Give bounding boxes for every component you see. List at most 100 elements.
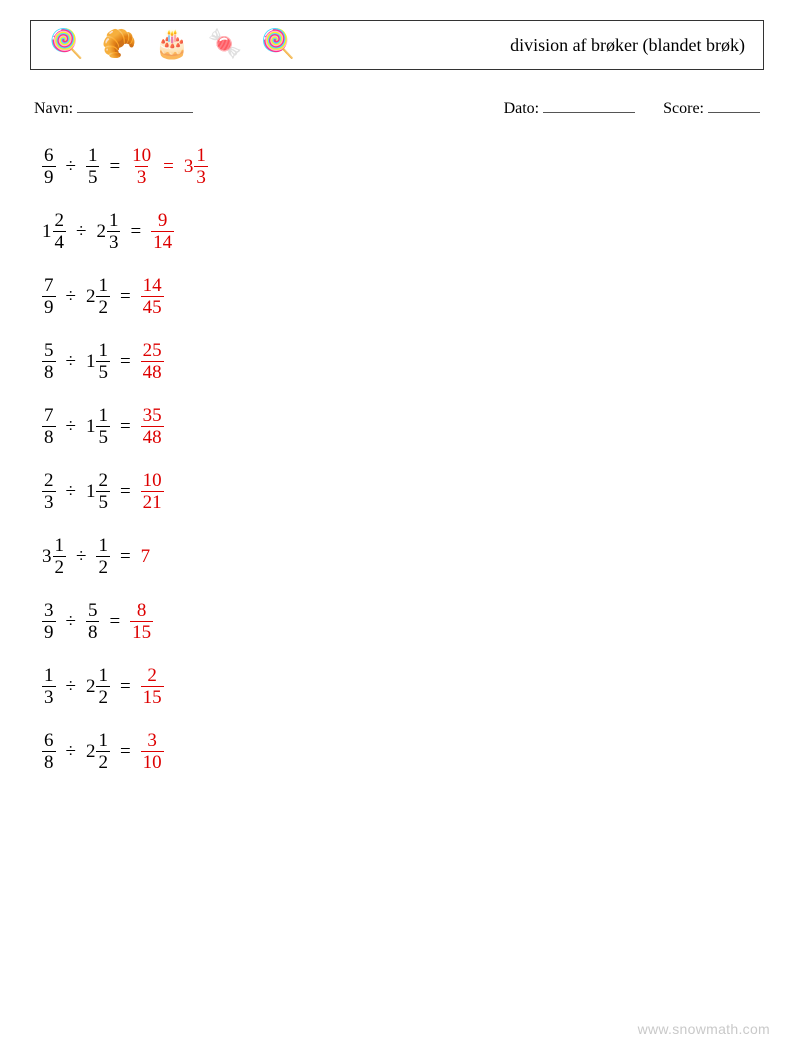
- date-field: Dato:: [504, 96, 636, 118]
- numerator: 25: [141, 341, 164, 361]
- name-label: Navn:: [34, 100, 73, 117]
- problem-row: 124÷213=914: [42, 211, 764, 252]
- problem-row: 39 ÷ 58= 815: [42, 601, 764, 642]
- operator-divide: ÷: [62, 611, 80, 633]
- denominator: 2: [96, 296, 110, 317]
- fraction: 13: [107, 211, 121, 252]
- fraction: 78: [42, 406, 56, 447]
- denominator: 3: [42, 491, 56, 512]
- fraction: 39: [42, 601, 56, 642]
- numerator: 1: [96, 536, 110, 556]
- denominator: 48: [141, 426, 164, 447]
- answer: 7: [141, 546, 151, 568]
- whole-part: 1: [86, 416, 96, 438]
- popsicle-icon: 🍭: [49, 31, 84, 59]
- denominator: 8: [42, 751, 56, 772]
- whole-part: 2: [96, 221, 106, 243]
- numerator: 5: [42, 341, 56, 361]
- numerator: 1: [53, 536, 67, 556]
- fraction: 12: [53, 536, 67, 577]
- equals-sign: =: [116, 481, 135, 503]
- denominator: 9: [42, 166, 56, 187]
- equals-sign: =: [116, 416, 135, 438]
- numerator: 1: [96, 731, 110, 751]
- date-blank[interactable]: [543, 96, 635, 113]
- fraction: 79: [42, 276, 56, 317]
- numerator: 1: [96, 406, 110, 426]
- fraction: 69: [42, 146, 56, 187]
- answer: 3548: [141, 406, 164, 447]
- denominator: 3: [194, 166, 208, 187]
- operator-divide: ÷: [62, 741, 80, 763]
- numerator: 6: [42, 731, 56, 751]
- name-blank[interactable]: [77, 96, 193, 113]
- problem-row: 58÷115=2548: [42, 341, 764, 382]
- denominator: 9: [42, 296, 56, 317]
- operator-divide: ÷: [62, 156, 80, 178]
- mixed-number: 115: [86, 406, 110, 447]
- operator-divide: ÷: [62, 676, 80, 698]
- numerator: 10: [130, 146, 153, 166]
- meta-row: Navn: Dato: Score:: [34, 96, 760, 118]
- mixed-number: 115: [86, 341, 110, 382]
- numerator: 2: [53, 211, 67, 231]
- mixed-number: 125: [86, 471, 110, 512]
- fraction: 58: [42, 341, 56, 382]
- denominator: 8: [86, 621, 100, 642]
- operator-divide: ÷: [62, 416, 80, 438]
- score-field: Score:: [663, 96, 760, 118]
- score-label: Score:: [663, 100, 704, 117]
- numerator: 6: [42, 146, 56, 166]
- numerator: 10: [141, 471, 164, 491]
- problem-row: 69÷15=103=313: [42, 146, 764, 187]
- answer: 215: [141, 666, 164, 707]
- equals-sign: =: [105, 611, 124, 633]
- whole-part: 2: [86, 676, 96, 698]
- worksheet-title: division af brøker (blandet brøk): [510, 35, 745, 56]
- answer: 815: [130, 601, 153, 642]
- mixed-number: 212: [86, 666, 110, 707]
- problem-row: 13÷212=215: [42, 666, 764, 707]
- whole-part: 1: [86, 351, 96, 373]
- watermark: www.snowmath.com: [638, 1021, 770, 1037]
- denominator: 5: [96, 361, 110, 382]
- operator-divide: ÷: [62, 481, 80, 503]
- fraction: 13: [194, 146, 208, 187]
- fraction: 24: [53, 211, 67, 252]
- fraction: 12: [96, 731, 110, 772]
- numerator: 1: [96, 276, 110, 296]
- denominator: 45: [141, 296, 164, 317]
- denominator: 21: [141, 491, 164, 512]
- numerator: 2: [96, 471, 110, 491]
- fraction: 25: [96, 471, 110, 512]
- denominator: 14: [151, 231, 174, 252]
- fraction: 58: [86, 601, 100, 642]
- whole-part: 3: [42, 546, 52, 568]
- numerator: 8: [135, 601, 149, 621]
- cake-icon: 🎂: [155, 31, 190, 59]
- denominator: 8: [42, 361, 56, 382]
- mixed-number: 212: [86, 276, 110, 317]
- score-blank[interactable]: [708, 96, 760, 113]
- equals-sign: =: [126, 221, 145, 243]
- mixed-number: 212: [86, 731, 110, 772]
- numerator: 1: [194, 146, 208, 166]
- date-label: Dato:: [504, 100, 540, 117]
- problem-row: 68 ÷ 212 = 310: [42, 731, 764, 772]
- operator-divide: ÷: [72, 546, 90, 568]
- denominator: 4: [53, 231, 67, 252]
- equals-sign: =: [116, 741, 135, 763]
- answer: 310: [141, 731, 164, 772]
- numerator: 1: [96, 666, 110, 686]
- mixed-number: 124: [42, 211, 66, 252]
- answer: 103: [130, 146, 153, 187]
- problem-row: 23÷125=1021: [42, 471, 764, 512]
- fraction: 23: [42, 471, 56, 512]
- fraction: 68: [42, 731, 56, 772]
- numerator: 14: [141, 276, 164, 296]
- denominator: 5: [86, 166, 100, 187]
- denominator: 3: [135, 166, 149, 187]
- answer: 2548: [141, 341, 164, 382]
- lollipop-icon: 🍭: [261, 31, 296, 59]
- denominator: 2: [96, 751, 110, 772]
